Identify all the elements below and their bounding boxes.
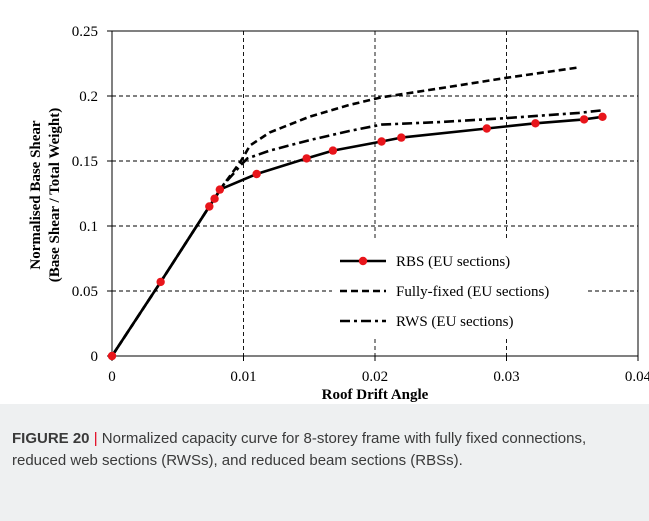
legend-box bbox=[332, 241, 587, 337]
legend-marker bbox=[358, 256, 368, 266]
legend-label: Fully-fixed (EU sections) bbox=[396, 284, 549, 300]
x-tick-label: 0.03 bbox=[493, 369, 519, 385]
figure-caption: FIGURE 20 | Normalized capacity curve fo… bbox=[12, 428, 632, 472]
series-marker bbox=[215, 185, 225, 194]
series bbox=[107, 66, 607, 361]
series-marker bbox=[579, 115, 589, 124]
series-marker bbox=[107, 351, 117, 361]
y-axis-title-line2: (Base Shear / Total Weight) bbox=[47, 108, 63, 282]
y-axis-title-line1: Normalised Base Shear bbox=[28, 120, 44, 270]
series-marker bbox=[252, 169, 261, 179]
figure-label: FIGURE 20 bbox=[12, 430, 90, 447]
y-tick-label: 0.05 bbox=[72, 284, 98, 300]
chart-panel: 0 0.01 0.02 0.03 0.04 0 0.05 0.1 0.15 0.2 0.25 Roo… bbox=[0, 0, 649, 404]
x-tick-label: 0.02 bbox=[362, 369, 388, 385]
y-tick-label: 0.15 bbox=[72, 154, 98, 170]
legend-label: RWS (EU sections) bbox=[396, 314, 514, 330]
series-marker bbox=[397, 133, 406, 142]
series-marker bbox=[531, 119, 540, 128]
legend-label: RBS (EU sections) bbox=[396, 254, 510, 270]
capacity-curve-chart: 0 0.01 0.02 0.03 0.04 0 0.05 0.1 0.15 0.2 0.25 Roo… bbox=[28, 24, 649, 403]
series-marker bbox=[302, 154, 311, 163]
y-tick-label: 0.2 bbox=[79, 89, 98, 105]
y-tick-label: 0 bbox=[91, 349, 99, 365]
series-marker bbox=[482, 124, 491, 133]
series-marker bbox=[205, 202, 214, 211]
series-marker bbox=[328, 146, 338, 155]
x-tick-label: 0.04 bbox=[625, 369, 649, 385]
series-marker bbox=[210, 194, 219, 203]
tick-labels: 0 0.01 0.02 0.03 0.04 0 0.05 0.1 0.15 0.2 0.25 bbox=[72, 24, 649, 385]
legend: RBS (EU sections) Fully-fixed (EU section… bbox=[332, 241, 587, 337]
x-tick-label: 0.01 bbox=[230, 369, 256, 385]
series-marker bbox=[598, 112, 607, 122]
series-marker bbox=[377, 137, 386, 146]
caption-text: Normalized capacity curve for 8-storey f… bbox=[12, 430, 587, 469]
x-tick-label: 0 bbox=[108, 369, 116, 385]
y-tick-label: 0.25 bbox=[72, 24, 98, 40]
y-tick-label: 0.1 bbox=[79, 219, 98, 235]
caption-separator: | bbox=[89, 430, 102, 447]
x-axis-title: Roof Drift Angle bbox=[322, 387, 429, 403]
series-marker bbox=[156, 277, 165, 287]
